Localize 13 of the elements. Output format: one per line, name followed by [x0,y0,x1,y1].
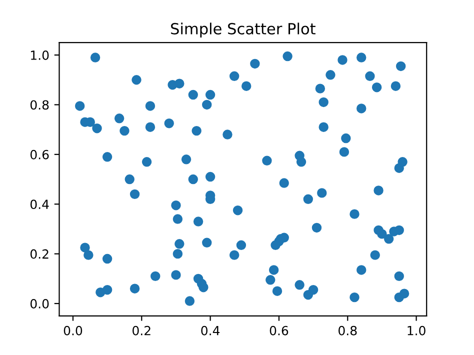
y-tick-label: 0.2 [30,249,48,259]
x-tick-label: 0.8 [338,326,357,336]
y-tick-label: 0.8 [30,100,49,110]
y-tick-label: 0.4 [30,200,49,210]
y-tick-label: 1.0 [31,50,49,60]
y-tick-label: 0.0 [30,298,49,308]
x-tick-label: 0.4 [201,326,220,336]
x-tick-label: 0.0 [64,326,82,336]
x-tick-label: 1.0 [408,326,426,336]
x-tick-label: 0.2 [132,326,150,336]
y-tick-label: 0.6 [30,150,49,160]
chart-title: Simple Scatter Plot [171,22,316,38]
x-tick-label: 0.6 [270,326,288,336]
